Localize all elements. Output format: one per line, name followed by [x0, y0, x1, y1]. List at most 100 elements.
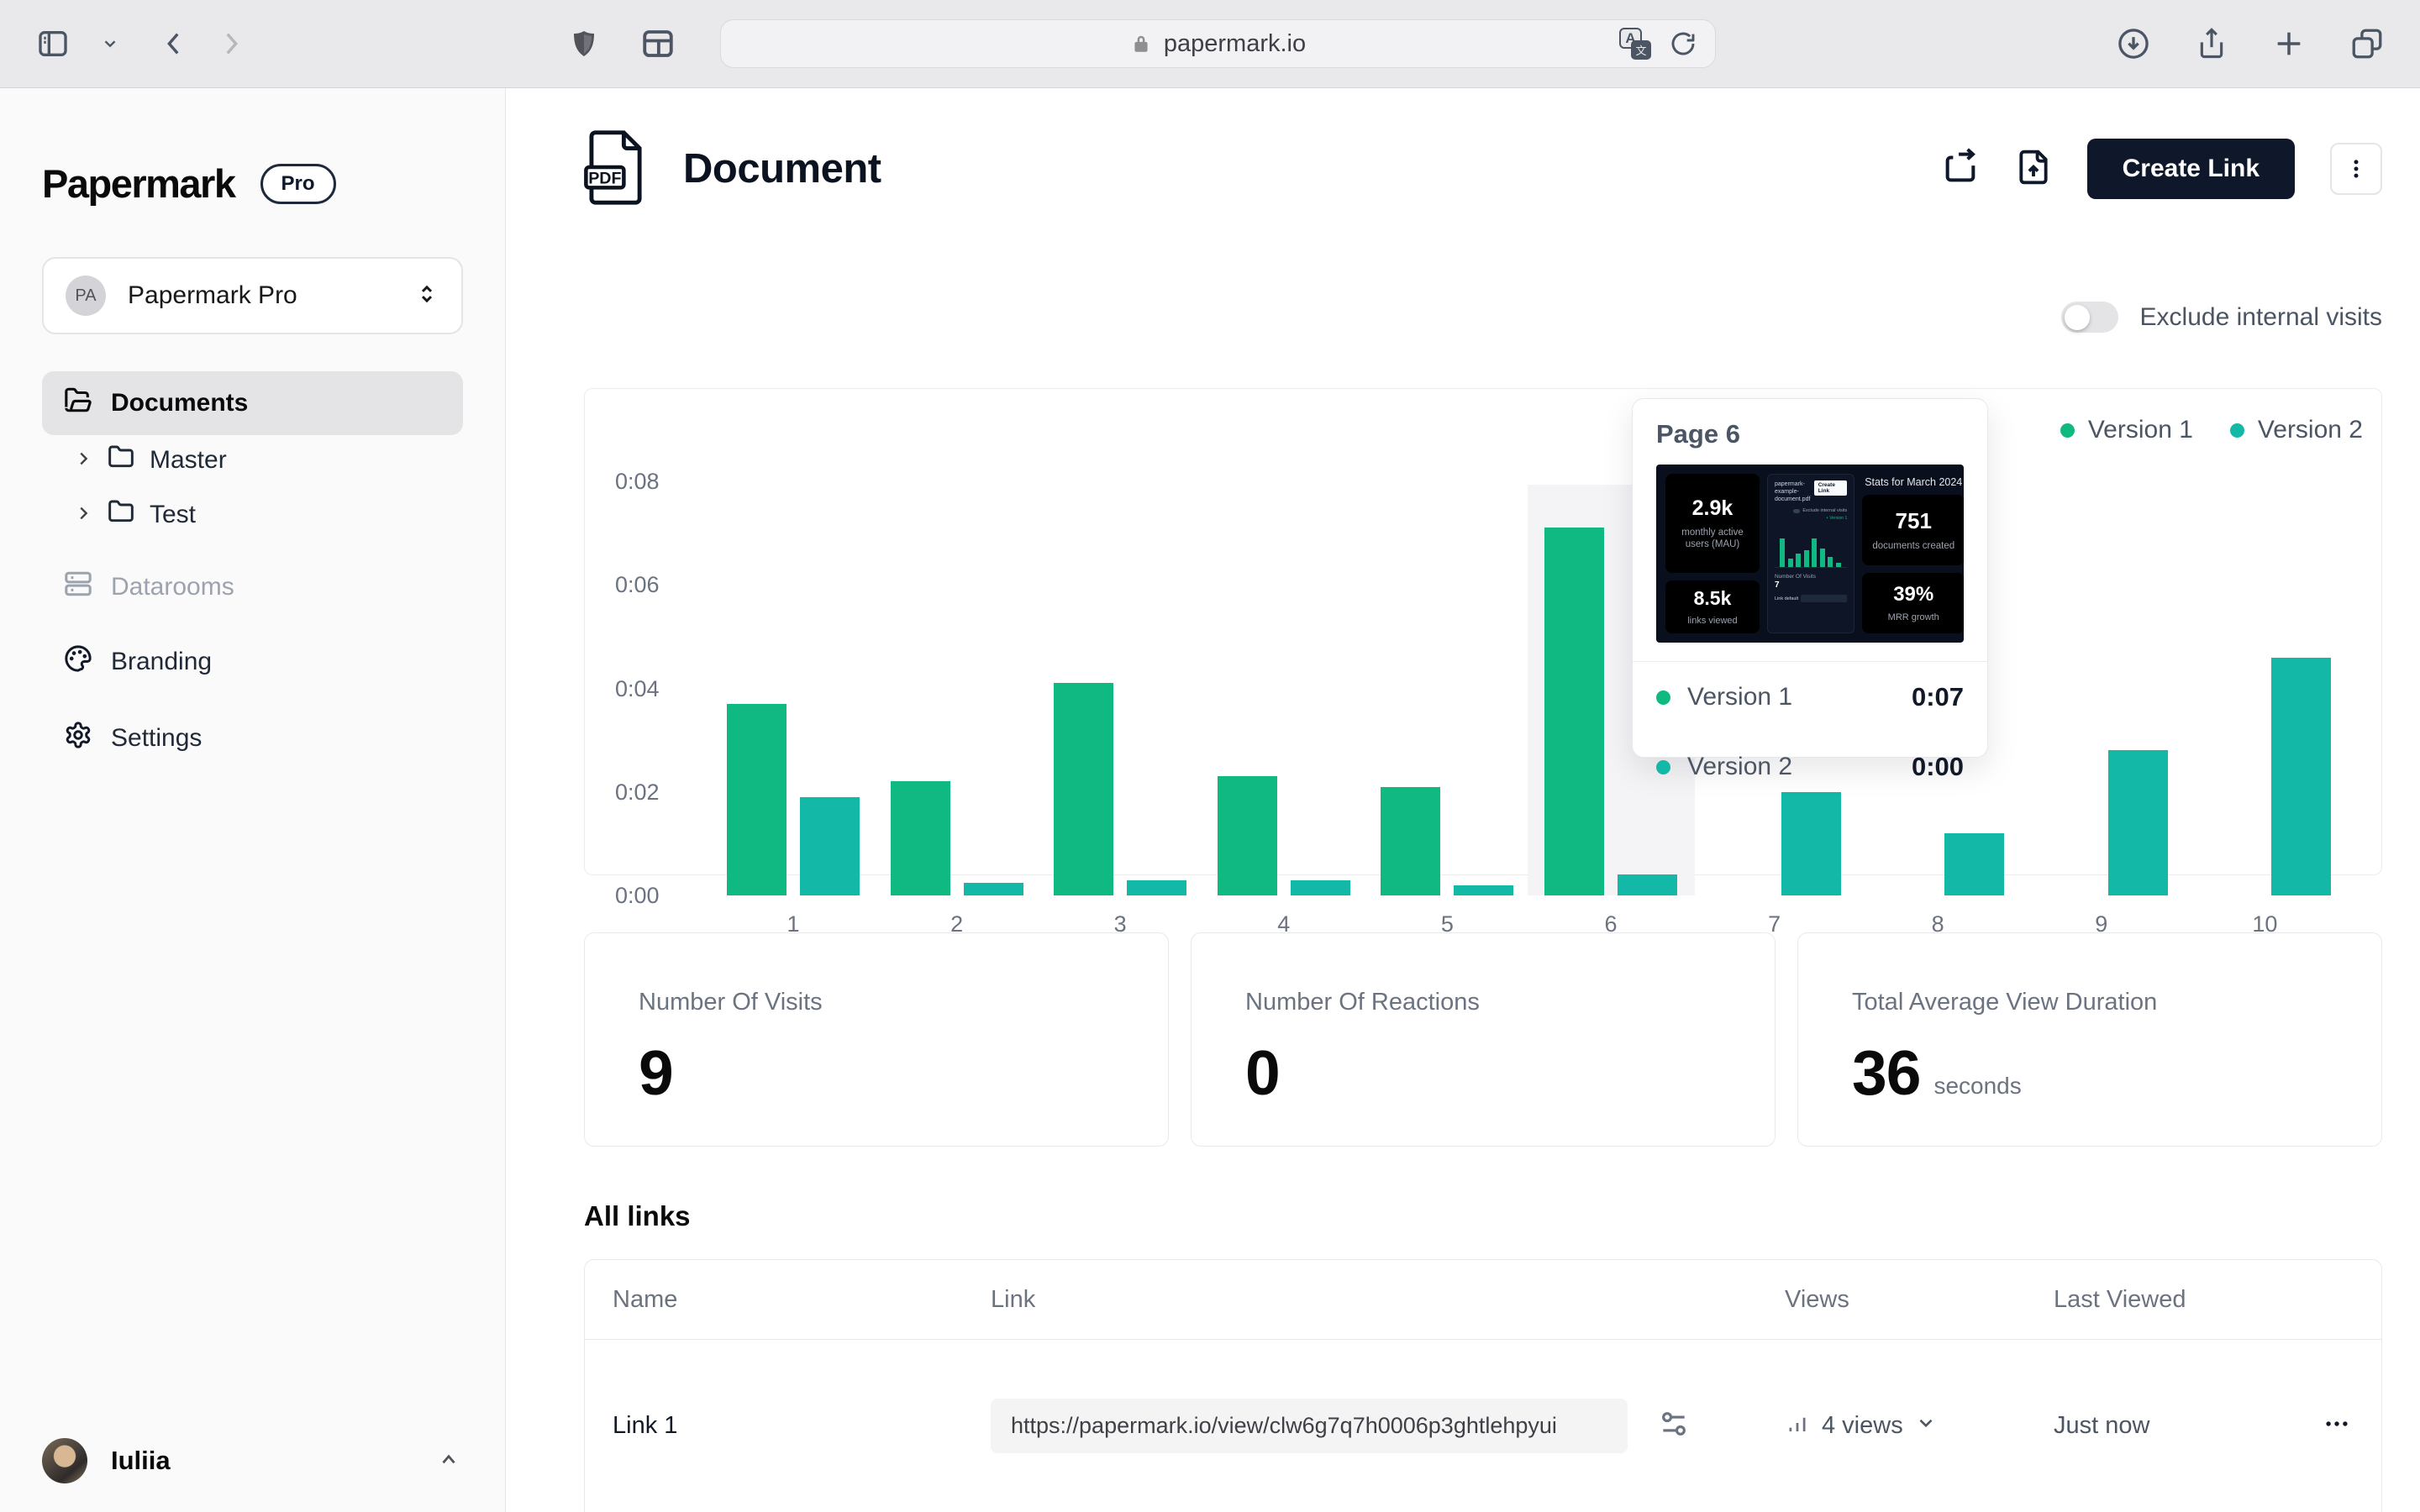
column-header-link: Link	[991, 1285, 1036, 1313]
chevron-down-icon[interactable]	[101, 34, 119, 53]
exclude-visits-toggle[interactable]	[2060, 302, 2118, 333]
sidebar-item-label: Master	[150, 446, 227, 474]
row-menu-button[interactable]	[2323, 1410, 2381, 1442]
stat-title: Number Of Reactions	[1245, 989, 1480, 1016]
links-table-header: Name Link Views Last Viewed	[585, 1260, 2381, 1340]
toggle-knob	[2064, 304, 2090, 330]
sidebar-item-master[interactable]: Master	[42, 435, 463, 486]
bar-version-2-page-8	[1944, 833, 2005, 895]
stat-card-duration: Total Average View Duration 36 seconds	[1797, 932, 2382, 1147]
y-axis-tick: 0:08	[615, 469, 660, 494]
link-settings-icon[interactable]	[1658, 1408, 1690, 1444]
bar-version-1-page-5	[1381, 786, 1441, 895]
downloads-icon[interactable]	[2116, 26, 2151, 61]
views-count: 4 views	[1822, 1412, 1903, 1439]
upload-new-version-icon[interactable]	[2015, 147, 2052, 192]
stats-cards: Number Of Visits 9 Number Of Reactions 0…	[584, 932, 2382, 1147]
sidebar: Papermark Pro PA Papermark Pro Documents	[0, 88, 506, 1512]
bar-chart-icon	[1785, 1410, 1810, 1442]
sidebar-item-label: Documents	[111, 389, 249, 417]
view-duration-chart: Version 1 Version 2 0:00 0:02 0:04 0:06 0:08…	[584, 388, 2382, 937]
tile-value: 39%	[1893, 582, 1934, 606]
document-menu-button[interactable]	[2330, 143, 2382, 195]
user-menu[interactable]: Iuliia	[42, 1438, 463, 1483]
address-bar[interactable]: papermark.io A 文	[720, 19, 1716, 68]
mini-bar	[1796, 554, 1801, 568]
create-link-button[interactable]: Create Link	[2086, 139, 2295, 199]
tooltip-divider	[1633, 661, 1987, 662]
tooltip-row-value: 0:00	[1911, 752, 1964, 781]
sidebar-item-datarooms[interactable]: Datarooms	[42, 562, 463, 612]
x-axis-tick: 2	[950, 911, 964, 937]
legend-dot-version-1	[2060, 423, 2075, 438]
link-url-chip[interactable]: https://papermark.io/view/clw6g7q7h0006p…	[991, 1399, 1628, 1453]
forward-button-icon[interactable]	[217, 27, 245, 60]
chevron-right-icon[interactable]	[74, 446, 92, 475]
browser-toolbar: papermark.io A 文	[0, 0, 2420, 88]
mini-link-label: Link default	[1775, 596, 1799, 601]
tile-label: monthly active users (MAU)	[1681, 527, 1744, 549]
folder-open-icon	[64, 386, 92, 421]
sidebar-item-settings[interactable]: Settings	[42, 713, 463, 764]
sidebar-item-branding[interactable]: Branding	[42, 637, 463, 687]
sidebar-toggle-icon[interactable]	[34, 27, 72, 60]
share-icon[interactable]	[2195, 25, 2228, 62]
reload-icon[interactable]	[1670, 30, 1697, 57]
page-layout-icon[interactable]	[639, 26, 676, 61]
stat-value: 9	[639, 1037, 674, 1108]
link-views-dropdown[interactable]: 4 views	[1757, 1410, 2026, 1442]
x-axis-tick: 9	[2095, 911, 2108, 937]
folder-icon	[108, 498, 134, 532]
tooltip-row-label: Version 1	[1687, 683, 1793, 711]
exclude-visits-row: Exclude internal visits	[584, 302, 2382, 333]
privacy-shield-icon[interactable]	[569, 26, 599, 61]
sidebar-item-label: Settings	[111, 724, 203, 752]
bar-version-2-page-7	[1781, 791, 1841, 895]
bar-version-1-page-2	[890, 781, 950, 895]
legend-label: Version 1	[2087, 416, 2193, 444]
back-button-icon[interactable]	[160, 27, 188, 60]
x-axis-tick: 10	[2252, 911, 2278, 937]
tab-overview-icon[interactable]	[2349, 26, 2385, 61]
mini-visits-value: 7	[1775, 580, 1780, 591]
bar-version-2-page-5	[1454, 885, 1514, 895]
all-links-heading: All links	[584, 1200, 691, 1231]
sidebar-item-documents[interactable]: Documents	[42, 371, 463, 435]
tooltip-row-version-1: Version 1 0:07	[1656, 682, 1964, 712]
tile-label: links viewed	[1687, 615, 1738, 626]
bar-version-1-page-3	[1054, 683, 1114, 895]
move-to-folder-icon[interactable]	[1941, 147, 1980, 191]
thumb-tile-documents: 751 documents created	[1862, 495, 1964, 565]
team-selector[interactable]: PA Papermark Pro	[42, 257, 463, 334]
mini-create-link: Create Link	[1813, 480, 1848, 496]
mini-bar	[1812, 538, 1817, 568]
app-logo: Papermark	[42, 161, 236, 206]
stat-value: 0	[1245, 1037, 1281, 1108]
new-tab-icon[interactable]	[2272, 27, 2306, 60]
svg-text:PDF: PDF	[588, 169, 621, 187]
mini-legend-text: Version 1	[1829, 516, 1848, 522]
chevron-up-down-icon	[414, 279, 439, 313]
url-text: papermark.io	[1163, 29, 1307, 57]
lock-icon	[1130, 32, 1152, 55]
mini-visits-label: Number Of Visits	[1775, 574, 1817, 580]
y-axis-tick: 0:02	[615, 779, 660, 805]
bar-version-2-page-4	[1290, 879, 1350, 895]
settings-icon	[64, 721, 92, 756]
legend-label: Version 2	[2257, 416, 2363, 444]
legend-dot-version-2	[2229, 423, 2244, 438]
palette-icon	[64, 644, 92, 680]
page-thumbnail: 2.9k monthly active users (MAU) 8.5k lin…	[1656, 465, 1964, 643]
y-axis-tick: 0:06	[615, 572, 660, 598]
mini-bar	[1787, 559, 1793, 568]
folder-icon	[108, 444, 134, 477]
chevron-up-icon	[434, 1448, 463, 1474]
tile-label: documents created	[1872, 540, 1955, 551]
user-name: Iuliia	[111, 1446, 171, 1475]
chevron-right-icon[interactable]	[74, 501, 92, 529]
table-row: Link 1 https://papermark.io/view/clw6g7q…	[585, 1340, 2381, 1512]
translate-icon[interactable]: A 文	[1619, 28, 1651, 60]
sidebar-item-test[interactable]: Test	[42, 490, 463, 540]
datarooms-icon	[64, 570, 92, 605]
tooltip-row-version-2: Version 2 0:00	[1656, 752, 1964, 782]
